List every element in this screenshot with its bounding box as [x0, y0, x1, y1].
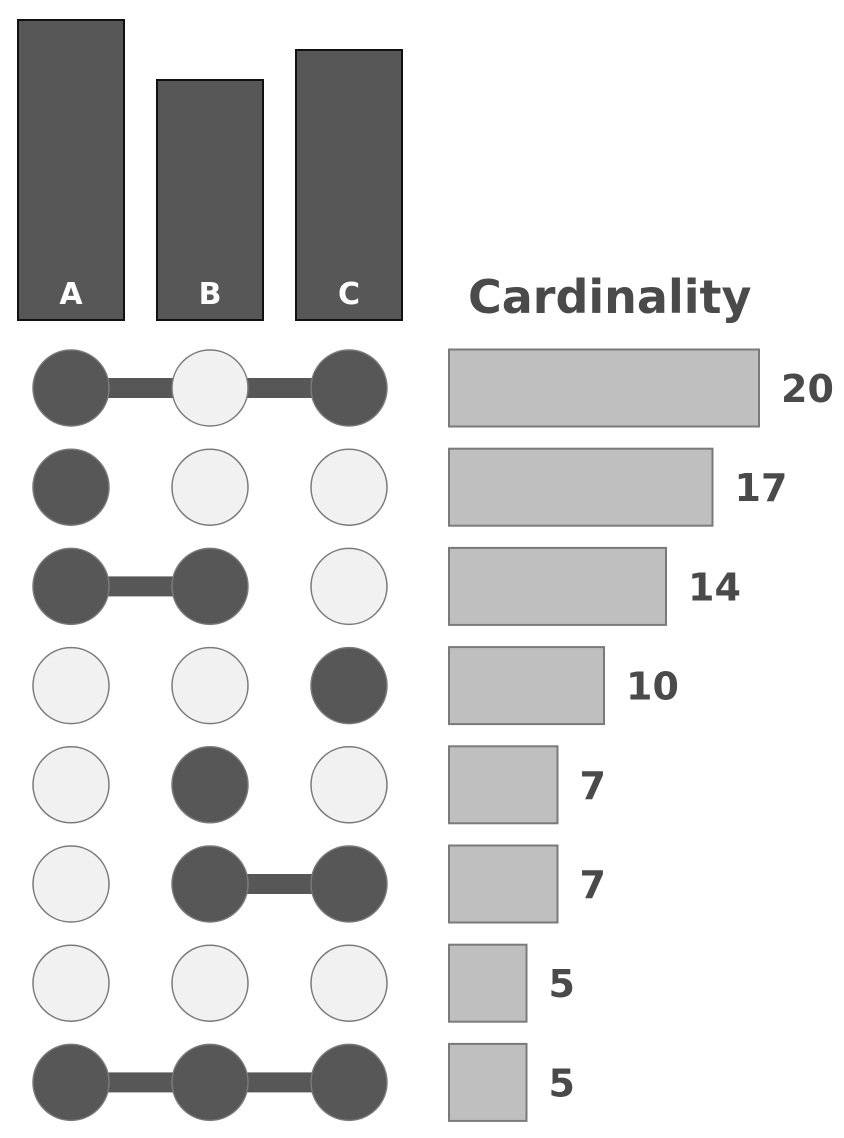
set-label-b: B	[199, 277, 222, 312]
set-bar-a	[17, 19, 125, 321]
dot-active-b-row-6	[171, 845, 249, 923]
dot-active-b-row-8	[171, 1043, 249, 1122]
dot-inactive-a-row-7	[32, 944, 110, 1022]
set-size-bars: A B C	[17, 19, 403, 321]
cardinality-value-row-6: 7	[580, 863, 606, 907]
dot-inactive-c-row-2	[310, 448, 388, 526]
dot-inactive-b-row-4	[171, 646, 249, 725]
set-bar-b	[156, 79, 264, 321]
membership-matrix	[32, 349, 388, 1122]
dot-inactive-b-row-2	[171, 448, 249, 526]
cardinality-bar-row-2	[448, 447, 714, 527]
cardinality-value-row-8: 5	[549, 1061, 575, 1105]
dot-inactive-a-row-4	[32, 646, 110, 725]
cardinality-bar-row-8	[448, 1042, 528, 1122]
cardinality-value-row-7: 5	[549, 962, 575, 1006]
cardinality-bar-row-1	[448, 348, 760, 428]
set-label-a: A	[59, 277, 83, 312]
cardinality-value-row-3: 14	[688, 565, 741, 609]
dot-active-a-row-3	[32, 547, 110, 626]
dot-active-b-row-3	[171, 547, 249, 626]
dot-active-a-row-8	[32, 1043, 110, 1122]
dot-inactive-b-row-1	[171, 349, 249, 427]
dot-active-a-row-2	[32, 448, 110, 526]
dot-inactive-a-row-6	[32, 845, 110, 923]
dot-active-a-row-1	[32, 349, 110, 427]
set-bar-c	[295, 49, 403, 321]
cardinality-bar-row-7	[448, 943, 528, 1023]
cardinality-bar-row-5	[448, 745, 559, 825]
dot-active-c-row-6	[310, 845, 388, 923]
dot-inactive-c-row-7	[310, 944, 388, 1022]
dot-inactive-b-row-7	[171, 944, 249, 1022]
dot-active-c-row-1	[310, 349, 388, 427]
dot-active-b-row-5	[171, 746, 249, 824]
cardinality-bars: 20 17 14 10 7 7 5 5	[448, 348, 834, 1122]
cardinality-title: Cardinality	[468, 270, 751, 324]
dot-active-c-row-4	[310, 646, 388, 725]
cardinality-value-row-2: 17	[735, 466, 788, 510]
dot-inactive-c-row-5	[310, 746, 388, 824]
dot-active-c-row-8	[310, 1043, 388, 1122]
cardinality-bar-row-6	[448, 844, 559, 924]
dot-inactive-a-row-5	[32, 746, 110, 824]
cardinality-bar-row-3	[448, 546, 667, 626]
set-label-c: C	[338, 277, 360, 312]
cardinality-bar-row-4	[448, 646, 605, 726]
cardinality-value-row-5: 7	[580, 764, 606, 808]
cardinality-value-row-4: 10	[626, 665, 679, 709]
cardinality-value-row-1: 20	[781, 367, 834, 411]
dot-inactive-c-row-3	[310, 547, 388, 626]
